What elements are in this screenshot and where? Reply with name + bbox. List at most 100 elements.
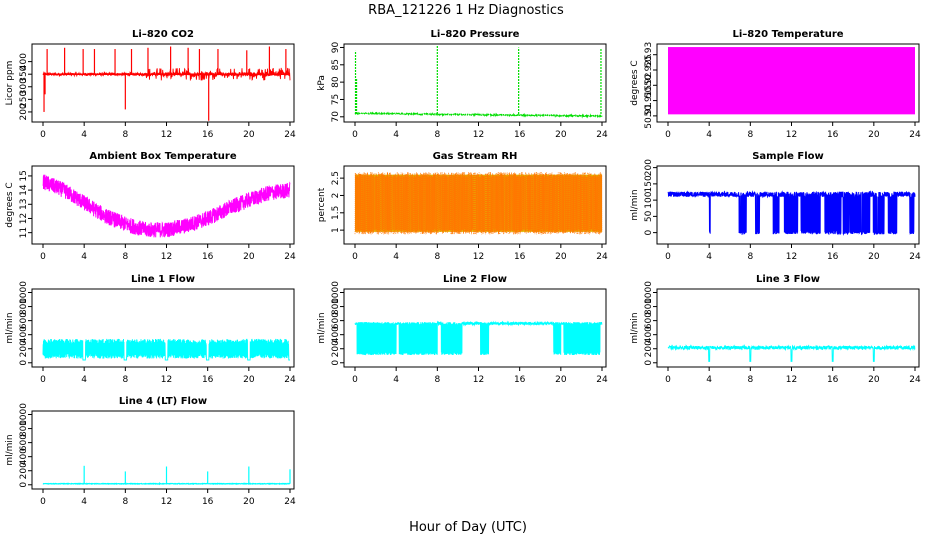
x-tick-label: 12 — [786, 252, 797, 262]
x-tick-label: 0 — [665, 375, 671, 385]
x-tick-label: 16 — [202, 252, 214, 262]
panel-title: Gas Stream RH — [433, 151, 518, 162]
y-tick-label: 300 — [19, 78, 29, 95]
series-co2 — [42, 46, 291, 121]
x-tick-label: 0 — [352, 252, 358, 262]
x-tick-label: 20 — [555, 375, 567, 385]
plot-frame — [31, 288, 295, 368]
y-tick-label: 50.93 — [644, 42, 654, 68]
x-tick-label: 16 — [514, 375, 526, 385]
series-rh — [354, 172, 603, 235]
series-ambient_temp — [42, 174, 291, 238]
y-tick-label: 100 — [644, 191, 654, 208]
figure-xlabel: Hour of Day (UTC) — [409, 520, 527, 535]
y-tick-label: 1000 — [644, 281, 654, 304]
x-tick-label: 0 — [40, 252, 46, 262]
y-tick-label: 75 — [331, 94, 341, 105]
y-axis-label: ml/min — [5, 312, 15, 343]
line3-trace — [667, 343, 916, 362]
line2-trace — [354, 320, 603, 356]
y-axis-label: ml/min — [630, 312, 640, 343]
x-tick-label: 4 — [706, 130, 712, 140]
x-tick-label: 12 — [161, 375, 172, 385]
x-tick-label: 12 — [473, 252, 484, 262]
y-tick-label: 85 — [331, 59, 341, 70]
x-tick-label: 4 — [81, 497, 87, 507]
x-tick-label: 12 — [473, 375, 484, 385]
x-tick-label: 0 — [40, 497, 46, 507]
panel-title: Li–820 Temperature — [732, 29, 843, 40]
y-tick-label: 800 — [19, 420, 29, 437]
panel-title: Li–820 CO2 — [132, 29, 194, 40]
plot-frame — [31, 165, 295, 245]
x-tick-label: 0 — [40, 375, 46, 385]
y-tick-label: 50.91 — [644, 103, 654, 129]
y-tick-label: 13 — [19, 199, 29, 210]
y-axis-label: percent — [317, 187, 327, 222]
y-tick-label: 800 — [331, 298, 341, 315]
x-tick-label: 0 — [665, 252, 671, 262]
y-tick-label: 250 — [19, 90, 29, 107]
figure-title: RBA_121226 1 Hz Diagnostics — [368, 3, 564, 18]
ambient-trace — [42, 174, 291, 238]
x-tick-label: 4 — [81, 130, 87, 140]
panel-title: Ambient Box Temperature — [89, 151, 236, 162]
x-tick-label: 8 — [434, 375, 440, 385]
x-tick-label: 0 — [665, 130, 671, 140]
y-axis-label: degrees C — [5, 182, 15, 227]
x-tick-label: 24 — [596, 130, 608, 140]
x-tick-label: 4 — [706, 252, 712, 262]
y-axis-label: ml/min — [317, 312, 327, 343]
x-tick-label: 16 — [514, 252, 526, 262]
y-tick-label: 600 — [644, 312, 654, 329]
x-tick-label: 24 — [909, 252, 921, 262]
x-tick-label: 12 — [161, 130, 172, 140]
y-tick-label: 1.5 — [331, 206, 341, 220]
plot-frame — [343, 288, 607, 368]
x-tick-label: 8 — [747, 375, 753, 385]
x-tick-label: 8 — [434, 252, 440, 262]
x-tick-label: 4 — [393, 252, 399, 262]
panel-title: Sample Flow — [752, 151, 824, 162]
plot-frame — [343, 43, 607, 123]
x-tick-label: 24 — [596, 252, 608, 262]
panel-title: Line 3 Flow — [756, 274, 820, 285]
x-tick-label: 12 — [161, 497, 172, 507]
x-tick-label: 20 — [243, 252, 255, 262]
x-tick-label: 20 — [243, 130, 255, 140]
y-tick-label: 0 — [644, 360, 654, 366]
y-tick-label: 0 — [644, 229, 654, 235]
x-tick-label: 20 — [868, 130, 880, 140]
y-axis-label: ml/min — [5, 434, 15, 465]
x-tick-label: 12 — [786, 375, 797, 385]
y-axis-label: degrees C — [630, 60, 640, 105]
y-tick-label: 200 — [644, 159, 654, 176]
x-tick-label: 8 — [122, 497, 128, 507]
x-tick-label: 4 — [81, 375, 87, 385]
series-sample_flow — [667, 190, 916, 236]
y-tick-label: 15 — [19, 170, 29, 181]
x-tick-label: 16 — [202, 130, 214, 140]
x-tick-label: 20 — [868, 375, 880, 385]
y-tick-label: 400 — [19, 53, 29, 70]
x-tick-label: 4 — [81, 252, 87, 262]
panel-rh: Gas Stream RH 0 4 8 12 16 20 24 1 1.5 2 2.5 percent — [317, 151, 608, 262]
x-tick-label: 0 — [40, 130, 46, 140]
panel-ambient_temp: Ambient Box Temperature 0 4 8 12 16 20 24 11 12 13… — [5, 151, 296, 262]
x-tick-label: 8 — [747, 252, 753, 262]
x-tick-label: 8 — [747, 130, 753, 140]
series-pressure — [354, 45, 603, 119]
y-tick-label: 90 — [331, 41, 341, 53]
x-tick-label: 24 — [596, 375, 608, 385]
y-tick-label: 600 — [331, 312, 341, 329]
x-tick-label: 16 — [514, 130, 526, 140]
panel-line4: Line 4 (LT) Flow 0 4 8 12 16 20 24 0 200400600800… — [5, 396, 296, 507]
y-axis-label: Licor ppm — [5, 61, 15, 106]
y-tick-label: 2.5 — [331, 171, 341, 185]
plot-frame — [31, 43, 295, 123]
x-tick-label: 12 — [473, 130, 484, 140]
